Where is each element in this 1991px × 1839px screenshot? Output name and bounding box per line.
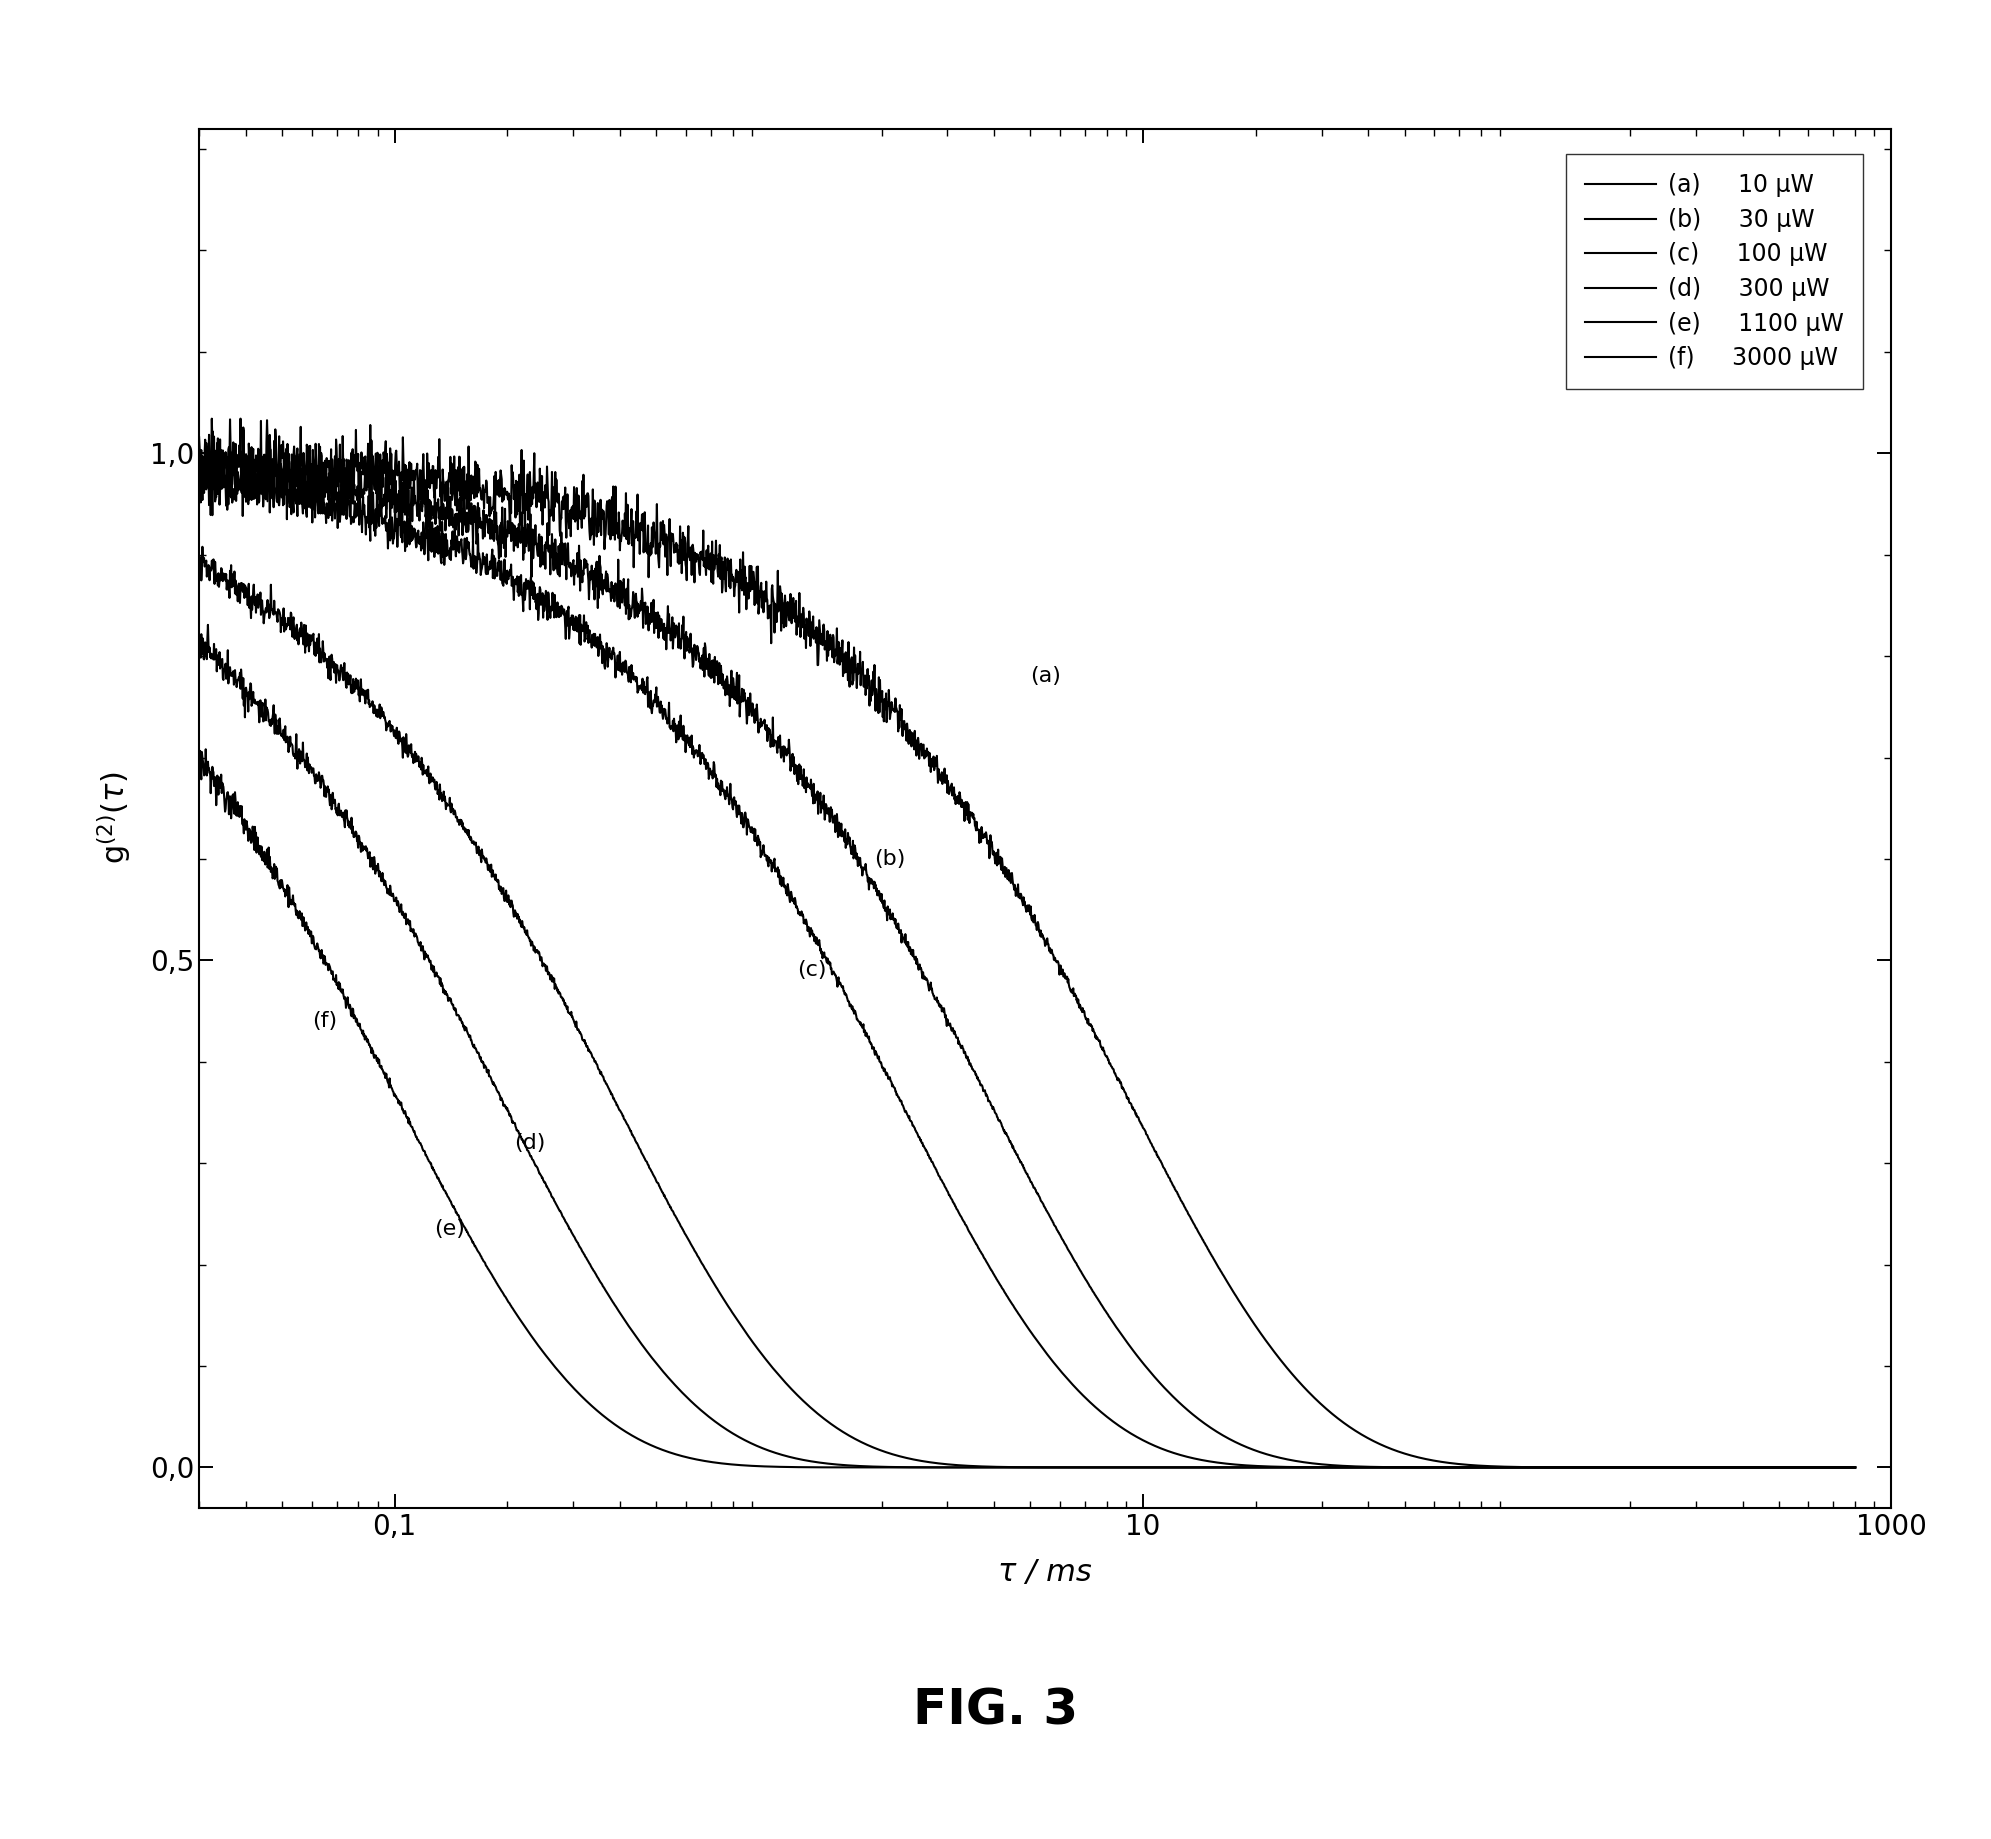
Legend: (a)     10 μW, (b)     30 μW, (c)     100 μW, (d)     300 μW, (e)     1100 μW, (: (a) 10 μW, (b) 30 μW, (c) 100 μW, (d) 30… xyxy=(1567,154,1864,390)
Text: (a): (a) xyxy=(1031,666,1061,686)
Y-axis label: g$^{(2)}$($\tau$): g$^{(2)}$($\tau$) xyxy=(96,772,133,864)
Text: (d): (d) xyxy=(514,1133,546,1153)
Text: (c): (c) xyxy=(796,960,826,980)
Text: (e): (e) xyxy=(434,1219,464,1239)
Text: FIG. 3: FIG. 3 xyxy=(914,1686,1077,1734)
Text: (b): (b) xyxy=(874,850,906,868)
Text: (f): (f) xyxy=(313,1011,336,1032)
X-axis label: τ / ms: τ / ms xyxy=(997,1558,1093,1587)
